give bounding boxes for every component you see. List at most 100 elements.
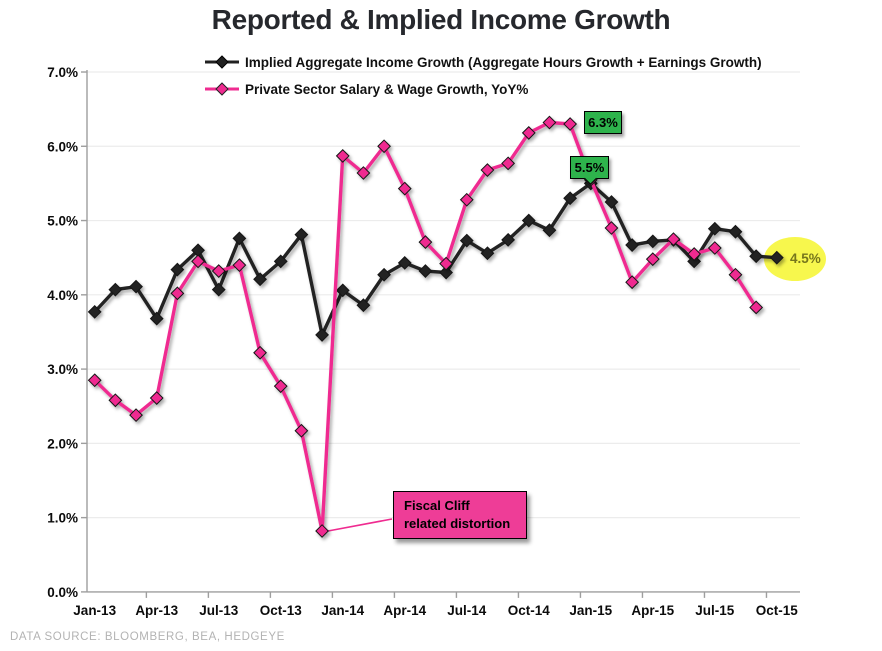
data-point-diamond [418,264,433,278]
annotation-pink-peak-label: 6.3% [584,111,622,134]
data-point-diamond [211,264,226,278]
data-point-diamond [563,117,578,131]
data-point-diamond [315,328,329,342]
data-point-diamond [645,234,660,249]
fiscal-cliff-callout-line [327,518,393,532]
data-point-diamond [521,126,536,140]
data-point-diamond [356,298,371,313]
x-axis-label: Oct-15 [756,603,799,618]
legend-item-private: Private Sector Salary & Wage Growth, YoY… [205,81,528,97]
y-axis-label: 2.0% [47,436,78,451]
data-point-diamond [542,115,557,130]
data-point-diamond [232,258,247,273]
data-point-diamond [108,393,123,408]
annotation-latest-value-label: 4.5% [790,251,821,266]
data-point-diamond [191,254,205,269]
data-point-diamond [521,213,536,228]
legend-label-implied: Implied Aggregate Income Growth (Aggrega… [245,54,762,70]
data-point-diamond [232,231,247,246]
data-point-diamond [315,524,329,538]
legend-item-implied: Implied Aggregate Income Growth (Aggrega… [205,54,762,70]
x-axis-label: Jul-14 [447,603,487,618]
data-point-diamond [439,265,453,280]
fiscal-cliff-line2: related distortion [404,516,511,531]
data-point-diamond [87,304,102,319]
data-point-diamond [170,262,185,277]
y-axis-label: 0.0% [47,585,78,600]
data-point-diamond [439,256,453,271]
y-axis-label: 5.0% [47,214,78,229]
data-point-diamond [604,195,619,209]
data-point-diamond [563,191,578,206]
data-point-diamond [418,235,433,249]
data-point-diamond [666,232,681,247]
data-point-diamond [170,286,185,301]
data-point-diamond [397,255,412,270]
x-axis-label: Jan-14 [321,603,364,618]
data-point-diamond [397,181,412,196]
x-axis-label: Jan-15 [569,603,612,618]
data-point-diamond [149,391,164,405]
data-point-diamond [728,224,743,239]
axes: 7.0% 6.0% 5.0% 4.0% 3.0% 2.0% 1.0% 0.0% Jan-13 Ap… [47,65,800,618]
data-source: DATA SOURCE: BLOOMBERG, BEA, HEDGEYE [10,631,285,643]
chart-title: Reported & Implied Income Growth [211,4,671,35]
data-point-diamond [707,241,722,255]
series-implied [87,176,784,342]
data-point-diamond [108,282,123,297]
legend-marker-implied-icon [205,55,239,69]
data-point-diamond [377,139,391,154]
data-point-diamond [253,272,267,287]
data-point-diamond [129,279,143,294]
series-private [87,115,764,538]
data-point-diamond [728,267,743,282]
data-point-diamond [356,166,371,180]
data-point-diamond [273,254,288,269]
x-axis-label: Jul-15 [695,603,735,618]
data-point-diamond [687,254,702,269]
data-point-diamond [542,223,557,238]
data-point-diamond [480,163,495,177]
data-point-diamond [335,283,350,298]
pink-peak-label-text: 6.3% [588,115,618,130]
annotation-black-peak-label: 5.5% [570,156,609,185]
gridlines [87,71,800,519]
fiscal-cliff-line1: Fiscal Cliff [404,498,470,513]
data-point-diamond [377,267,391,282]
data-point-diamond [625,275,640,290]
data-point-diamond [501,156,516,171]
y-axis-label: 6.0% [47,139,78,154]
data-point-diamond [459,192,474,207]
data-point-diamond [604,221,619,235]
black-peak-label-text: 5.5% [574,160,605,175]
data-point-diamond [749,249,764,264]
data-point-diamond [769,250,784,265]
annotation-fiscal-cliff-box: Fiscal Cliff related distortion [393,491,527,539]
data-point-diamond [253,345,267,360]
data-point-diamond [149,311,164,326]
data-point-diamond [273,379,288,394]
data-point-diamond [687,247,702,261]
data-point-diamond [87,373,102,388]
y-axis-label: 1.0% [47,511,78,526]
data-point-diamond [294,423,309,438]
x-axis-label: Jan-13 [73,603,116,618]
x-axis-label: Oct-14 [508,603,551,618]
data-point-diamond [707,221,722,236]
data-point-diamond [335,149,350,163]
x-axis-label: Apr-14 [383,603,426,618]
x-axis-label: Jul-13 [199,603,239,618]
data-point-diamond [749,300,764,315]
y-axis-label: 7.0% [47,65,78,80]
x-axis-label: Oct-13 [260,603,303,618]
legend-label-private: Private Sector Salary & Wage Growth, YoY… [245,81,529,97]
y-axis-label: 3.0% [47,362,78,377]
data-point-diamond [129,408,143,423]
legend-marker-private-icon [205,82,239,96]
x-axis-label: Apr-13 [135,603,178,618]
data-point-diamond [501,232,516,247]
data-point-diamond [625,238,640,252]
data-point-diamond [645,252,660,267]
